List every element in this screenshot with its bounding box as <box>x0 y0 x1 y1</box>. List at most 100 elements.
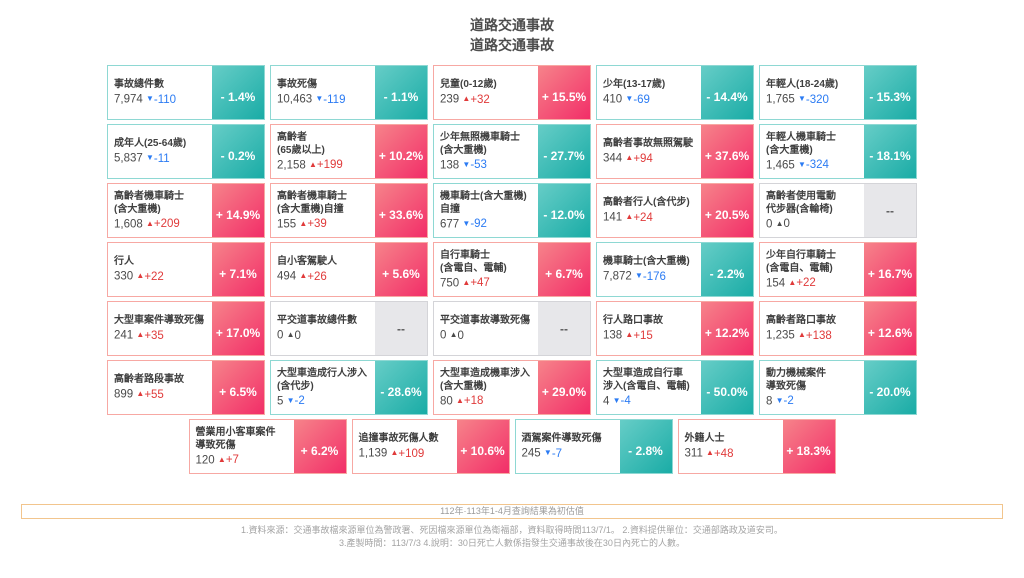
kpi-card-title: 導致死傷 <box>195 439 236 451</box>
triangle-up-icon: ▲ <box>625 153 634 163</box>
kpi-card[interactable]: 高齡者行人(含代步) 141 ▲+24 + 20.5% <box>596 183 754 238</box>
kpi-card-change-badge: -- <box>375 302 427 355</box>
kpi-card-value: 1,235 ▲+138 <box>766 328 858 343</box>
kpi-card-change-badge: - 20.0% <box>864 361 916 414</box>
kpi-card[interactable]: 機車騎士(含大重機) 7,872 ▼-176- 2.2% <box>596 242 754 297</box>
kpi-card-body: 機車騎士(含大重機) 7,872 ▼-176 <box>597 243 701 296</box>
kpi-delta-number: +48 <box>713 447 734 460</box>
kpi-card-value: 899 ▲+55 <box>114 387 206 402</box>
footnotes: 1.資料來源：交通事故檔來源單位為警政署、死因檔來源單位為衛福部，資料取得時間1… <box>0 524 1024 550</box>
kpi-value-delta: ▲0 <box>287 330 301 342</box>
triangle-up-icon: ▲ <box>775 218 784 228</box>
triangle-up-icon: ▲ <box>625 212 634 222</box>
kpi-delta-number: +35 <box>144 329 164 342</box>
kpi-card-title: 高齡者機車騎士 <box>277 190 347 202</box>
kpi-card-title: (含電自、電輔) <box>766 262 833 274</box>
kpi-card[interactable]: 酒駕案件導致死傷 245 ▼-7- 2.8% <box>514 419 673 474</box>
kpi-value-delta: ▲+138 <box>798 330 832 342</box>
kpi-card[interactable]: 機車騎士(含大重機) 自撞 677 ▼-92 - 12.0% <box>433 183 591 238</box>
kpi-card[interactable]: 追撞事故死傷人數 1,139 ▲+109 + 10.6% <box>351 419 510 474</box>
kpi-value-number: 2,158 <box>277 159 309 172</box>
kpi-card[interactable]: 外籍人士 311 ▲+48 + 18.3% <box>677 419 836 474</box>
kpi-card-value: 239 ▲+32 <box>440 92 532 107</box>
kpi-value-delta: ▲+35 <box>136 330 163 342</box>
kpi-card[interactable]: 大型車造成機車涉入 (含大重機) 80 ▲+18 + 29.0% <box>433 360 591 415</box>
kpi-value-delta: ▼-4 <box>613 395 631 407</box>
kpi-card-title: 動力機械案件 <box>766 367 826 379</box>
kpi-delta-number: +22 <box>796 277 816 290</box>
kpi-card[interactable]: 年輕人(18-24歲) 1,765 ▼-320- 15.3% <box>759 65 917 120</box>
kpi-card[interactable]: 大型車造成行人涉入 (含代步) 5 ▼-2 - 28.6% <box>270 360 428 415</box>
kpi-delta-number: +94 <box>633 152 653 165</box>
kpi-card-title: (含代步) <box>277 380 314 392</box>
kpi-card[interactable]: 自小客駕駛人 494 ▲+26 + 5.6% <box>270 242 428 297</box>
kpi-card[interactable]: 少年(13-17歲) 410 ▼-69- 14.4% <box>596 65 754 120</box>
triangle-down-icon: ▼ <box>775 395 784 405</box>
kpi-value-number: 330 <box>114 270 137 283</box>
kpi-card-body: 高齡者路段事故 899 ▲+55 <box>108 361 212 414</box>
kpi-card-body: 年輕人機車騎士 (含大重機) 1,465 ▼-324 <box>760 125 864 178</box>
kpi-card-body: 自小客駕駛人 494 ▲+26 <box>271 243 375 296</box>
kpi-card[interactable]: 行人路口事故 138 ▲+15 + 12.2% <box>596 301 754 356</box>
kpi-value-delta: ▲+32 <box>462 94 489 106</box>
kpi-card[interactable]: 高齡者 (65歲以上) 2,158 ▲+199 + 10.2% <box>270 124 428 179</box>
kpi-card[interactable]: 平交道事故總件數 0 ▲0 -- <box>270 301 428 356</box>
kpi-card[interactable]: 大型車案件導致死傷 241 ▲+35 + 17.0% <box>107 301 265 356</box>
kpi-card-title: 高齡者 <box>277 131 307 143</box>
kpi-card[interactable]: 事故死傷 10,463 ▼-119- 1.1% <box>270 65 428 120</box>
kpi-card[interactable]: 高齡者機車騎士 (含大重機) 1,608 ▲+209 + 14.9% <box>107 183 265 238</box>
kpi-card[interactable]: 兒童(0-12歲) 239 ▲+32 + 15.5% <box>433 65 591 120</box>
kpi-card-title: 大型車案件導致死傷 <box>114 315 204 327</box>
kpi-value-number: 5,837 <box>114 152 146 165</box>
kpi-card[interactable]: 少年自行車騎士 (含電自、電輔) 154 ▲+22 + 16.7% <box>759 242 917 297</box>
kpi-card[interactable]: 成年人(25-64歲) 5,837 ▼-11- 0.2% <box>107 124 265 179</box>
kpi-card-title: 平交道事故總件數 <box>277 315 357 327</box>
triangle-up-icon: ▲ <box>286 330 295 340</box>
kpi-card[interactable]: 大型車造成自行車 涉入(含電自、電輔) 4 ▼-4 - 50.0% <box>596 360 754 415</box>
kpi-value-number: 7,974 <box>114 93 146 106</box>
page-title: 道路交通事故 <box>470 17 554 33</box>
kpi-card[interactable]: 高齡者機車騎士 (含大重機)自撞 155 ▲+39 + 33.6% <box>270 183 428 238</box>
kpi-card[interactable]: 營業用小客車案件 導致死傷 120 ▲+7 + 6.2% <box>188 419 347 474</box>
kpi-card-value: 311 ▲+48 <box>685 446 777 461</box>
kpi-card-value: 330 ▲+22 <box>114 269 206 284</box>
triangle-down-icon: ▼ <box>634 271 643 281</box>
kpi-card-change-badge: + 15.5% <box>538 66 590 119</box>
kpi-value-delta: ▲0 <box>776 218 790 230</box>
triangle-down-icon: ▼ <box>462 218 471 228</box>
kpi-card-body: 少年(13-17歲) 410 ▼-69 <box>597 66 701 119</box>
kpi-delta-number: +15 <box>633 329 653 342</box>
kpi-card[interactable]: 少年無照機車騎士 (含大重機) 138 ▼-53 - 27.7% <box>433 124 591 179</box>
kpi-value-number: 239 <box>440 93 463 106</box>
kpi-card[interactable]: 高齡者事故無照駕駛 344 ▲+94 + 37.6% <box>596 124 754 179</box>
kpi-card-title: 機車騎士(含大重機) <box>603 256 690 268</box>
kpi-delta-number: 0 <box>294 329 301 342</box>
kpi-card-title: 營業用小客車案件 <box>195 426 276 438</box>
kpi-card[interactable]: 自行車騎士 (含電自、電輔) 750 ▲+47 + 6.7% <box>433 242 591 297</box>
kpi-value-delta: ▲+26 <box>299 271 326 283</box>
kpi-value-number: 494 <box>277 270 300 283</box>
kpi-value-number: 5 <box>277 395 287 408</box>
kpi-card-title: 自小客駕駛人 <box>277 256 337 268</box>
kpi-value-delta: ▼-69 <box>625 94 650 106</box>
kpi-value-number: 8 <box>766 395 776 408</box>
kpi-delta-number: -7 <box>551 447 563 460</box>
kpi-card[interactable]: 高齡者路段事故 899 ▲+55 + 6.5% <box>107 360 265 415</box>
kpi-card[interactable]: 行人 330 ▲+22 + 7.1% <box>107 242 265 297</box>
kpi-card[interactable]: 年輕人機車騎士 (含大重機) 1,465 ▼-324 - 18.1% <box>759 124 917 179</box>
kpi-card[interactable]: 平交道事故導致死傷 0 ▲0 -- <box>433 301 591 356</box>
triangle-up-icon: ▲ <box>145 218 154 228</box>
kpi-value-delta: ▲+24 <box>625 212 652 224</box>
kpi-card[interactable]: 動力機械案件 導致死傷 8 ▼-2 - 20.0% <box>759 360 917 415</box>
kpi-card-value: 4 ▼-4 <box>603 394 695 409</box>
kpi-card-value: 141 ▲+24 <box>603 210 695 225</box>
kpi-card-change-badge: + 10.2% <box>375 125 427 178</box>
kpi-card[interactable]: 高齡者使用電動 代步器(含輪椅) 0 ▲0 -- <box>759 183 917 238</box>
kpi-value-number: 0 <box>766 218 776 231</box>
kpi-card[interactable]: 高齡者路口事故 1,235 ▲+138 + 12.6% <box>759 301 917 356</box>
kpi-card-value: 344 ▲+94 <box>603 151 695 166</box>
kpi-value-delta: ▼-53 <box>462 159 487 171</box>
kpi-card-body: 事故死傷 10,463 ▼-119 <box>271 66 375 119</box>
kpi-card-body: 平交道事故總件數 0 ▲0 <box>271 302 375 355</box>
kpi-card[interactable]: 事故總件數 7,974 ▼-110- 1.4% <box>107 65 265 120</box>
